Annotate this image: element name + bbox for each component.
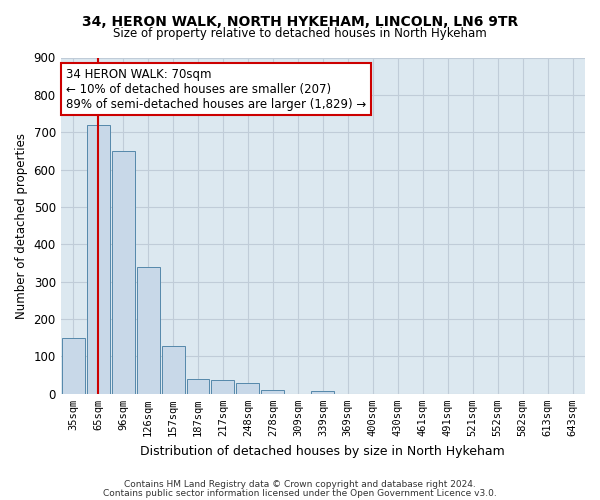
Bar <box>62 338 85 394</box>
Bar <box>137 267 160 394</box>
Bar <box>187 379 209 394</box>
X-axis label: Distribution of detached houses by size in North Hykeham: Distribution of detached houses by size … <box>140 444 505 458</box>
Text: Contains HM Land Registry data © Crown copyright and database right 2024.: Contains HM Land Registry data © Crown c… <box>124 480 476 489</box>
Bar <box>236 384 259 394</box>
Text: 34, HERON WALK, NORTH HYKEHAM, LINCOLN, LN6 9TR: 34, HERON WALK, NORTH HYKEHAM, LINCOLN, … <box>82 15 518 29</box>
Bar <box>311 391 334 394</box>
Bar <box>112 151 134 394</box>
Bar <box>211 380 235 394</box>
Text: 34 HERON WALK: 70sqm
← 10% of detached houses are smaller (207)
89% of semi-deta: 34 HERON WALK: 70sqm ← 10% of detached h… <box>66 68 366 110</box>
Bar <box>86 125 110 394</box>
Bar <box>161 346 185 394</box>
Text: Contains public sector information licensed under the Open Government Licence v3: Contains public sector information licen… <box>103 488 497 498</box>
Y-axis label: Number of detached properties: Number of detached properties <box>15 132 28 318</box>
Bar <box>262 390 284 394</box>
Text: Size of property relative to detached houses in North Hykeham: Size of property relative to detached ho… <box>113 28 487 40</box>
